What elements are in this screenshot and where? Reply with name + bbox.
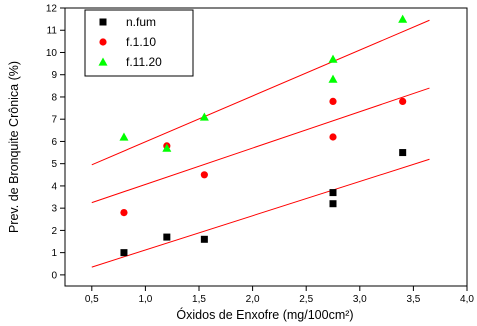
y-tick-label: 5 — [51, 159, 57, 170]
x-tick-label: 3,0 — [353, 294, 367, 305]
data-point — [120, 209, 128, 217]
x-axis-title: Óxidos de Enxofre (mg/100cm²) — [176, 307, 353, 322]
data-point — [329, 97, 337, 106]
y-tick-label: 4 — [51, 181, 57, 192]
y-tick-label: 3 — [51, 204, 57, 215]
data-point — [120, 249, 128, 257]
y-tick-label: 1 — [51, 248, 57, 259]
legend-label: n.fum — [126, 15, 156, 29]
y-tick-label: 8 — [51, 92, 57, 103]
data-point — [199, 112, 209, 121]
x-tick-label: 4,0 — [460, 294, 474, 305]
data-point — [329, 200, 337, 208]
y-tick-label: 9 — [51, 70, 57, 81]
data-points — [119, 14, 408, 257]
y-tick-label: 12 — [46, 4, 58, 15]
fit-line — [91, 87, 430, 204]
legend-marker — [99, 18, 107, 26]
data-point — [328, 54, 338, 63]
legend: n.fum f.1.10 f.11.20 — [84, 9, 194, 77]
x-tick-label: 0,5 — [85, 294, 99, 305]
legend-label: f.11.20 — [126, 55, 162, 69]
y-axis-title: Prev. de Bronquite Crônica (%) — [7, 61, 21, 233]
fit-lines — [91, 19, 430, 268]
y-tick-label: 11 — [47, 26, 58, 37]
y-tick-label: 6 — [51, 137, 57, 148]
fit-line — [91, 19, 430, 166]
fit-line — [91, 158, 430, 268]
data-point — [329, 189, 337, 197]
legend-marker — [99, 38, 107, 46]
data-point — [200, 235, 208, 243]
legend-label: f.1.10 — [126, 35, 156, 49]
data-point — [328, 74, 338, 83]
x-tick-label: 1,5 — [192, 294, 206, 305]
x-tick-label: 3,5 — [406, 294, 420, 305]
y-tick-label: 0 — [51, 270, 57, 281]
x-tick-label: 1,0 — [138, 294, 152, 305]
data-point — [329, 133, 337, 141]
y-tick-label: 7 — [51, 115, 57, 126]
data-point — [200, 171, 208, 179]
legend-marker — [98, 57, 108, 66]
data-point — [399, 97, 407, 106]
data-point — [398, 14, 408, 23]
data-point — [162, 143, 172, 152]
y-tick-label: 2 — [51, 226, 57, 237]
y-tick-label: 10 — [46, 48, 58, 59]
data-point — [399, 149, 407, 157]
x-tick-label: 2,0 — [246, 294, 260, 305]
data-point — [119, 132, 129, 141]
x-tick-label: 2,5 — [299, 294, 313, 305]
data-point — [163, 233, 171, 241]
x-axis: 0,5 1,0 1,5 2,0 2,5 3,0 3,5 4,0 — [85, 286, 474, 305]
